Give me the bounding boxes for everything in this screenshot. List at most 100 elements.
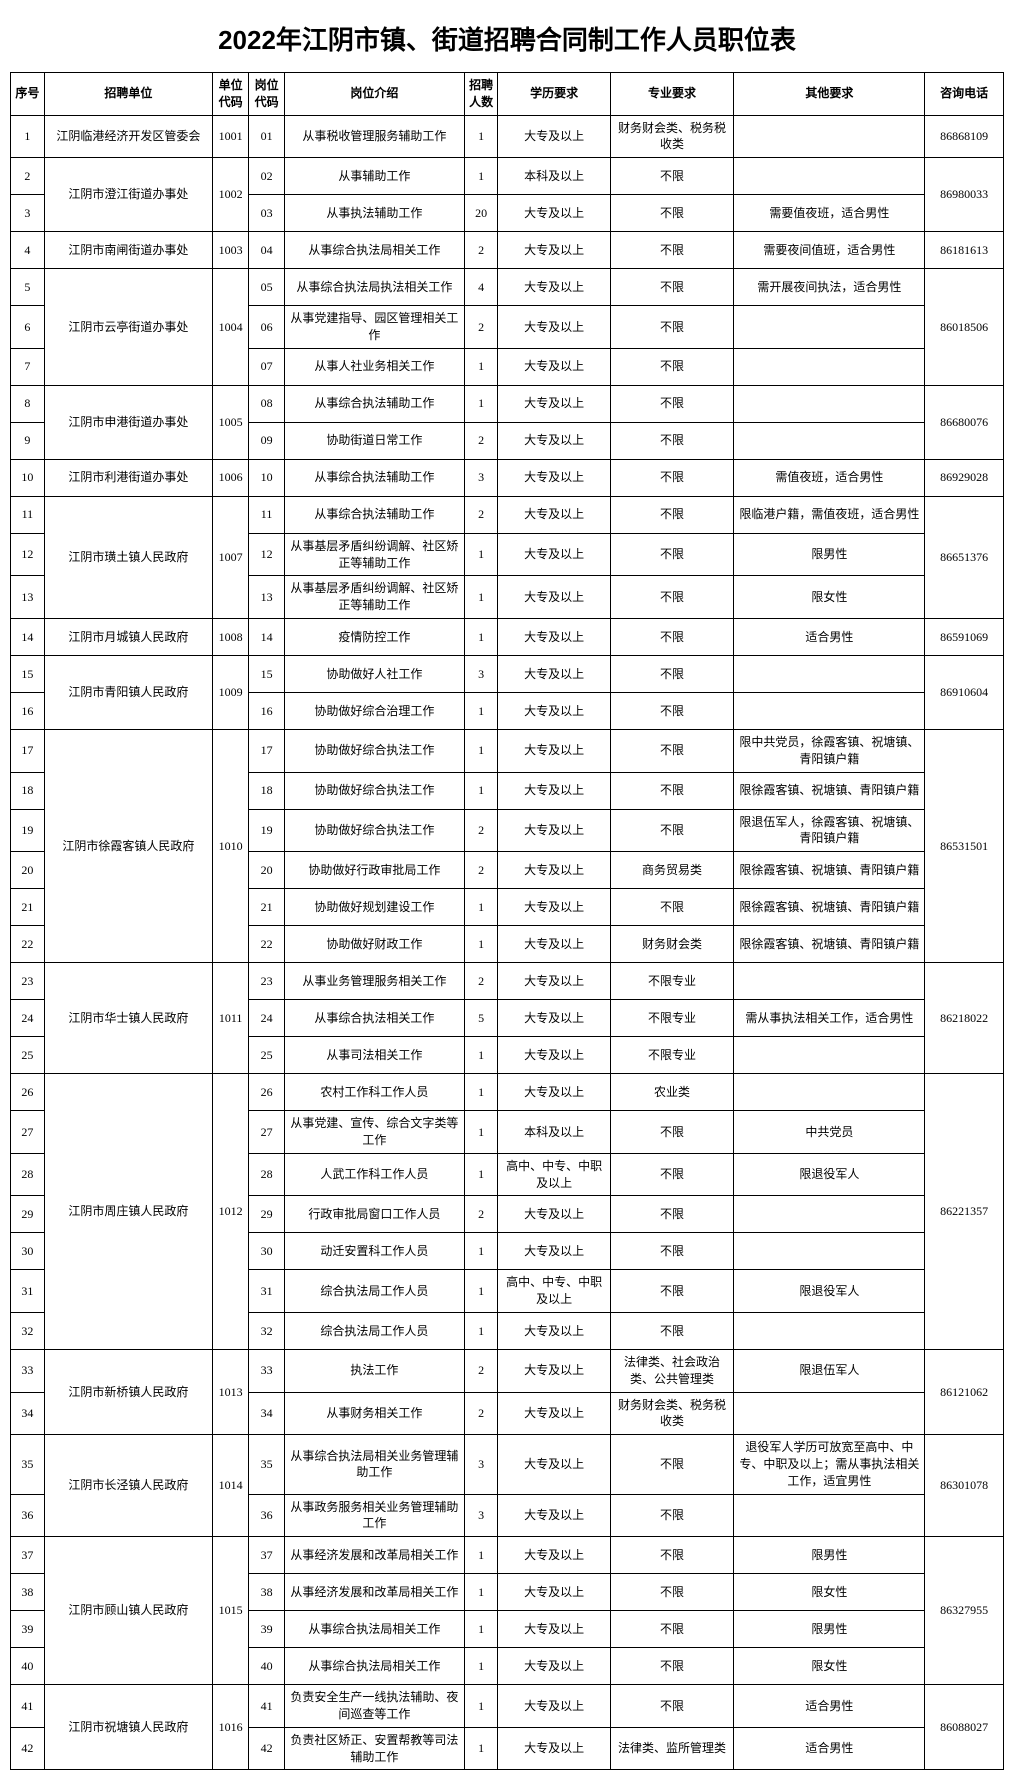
cell-other: 需值夜班，适合男性 xyxy=(734,459,925,496)
cell-seq: 39 xyxy=(11,1611,45,1648)
cell-other: 限徐霞客镇、祝塘镇、青阳镇户籍 xyxy=(734,852,925,889)
cell-other: 限退伍军人，徐霞客镇、祝塘镇、青阳镇户籍 xyxy=(734,809,925,852)
cell-desc: 从事基层矛盾纠纷调解、社区矫正等辅助工作 xyxy=(285,576,465,619)
cell-num: 2 xyxy=(464,1392,498,1435)
cell-major: 不限 xyxy=(610,1153,734,1196)
cell-pos-code: 39 xyxy=(249,1611,285,1648)
cell-other xyxy=(734,115,925,158)
cell-desc: 从事业务管理服务相关工作 xyxy=(285,963,465,1000)
cell-num: 1 xyxy=(464,1074,498,1111)
cell-edu: 大专及以上 xyxy=(498,385,610,422)
cell-pos-code: 35 xyxy=(249,1435,285,1494)
cell-pos-code: 30 xyxy=(249,1233,285,1270)
cell-pos-code: 34 xyxy=(249,1392,285,1435)
cell-unit-code: 1011 xyxy=(213,963,249,1074)
cell-unit: 江阴市祝塘镇人民政府 xyxy=(44,1685,212,1770)
col-unit-code: 单位代码 xyxy=(213,73,249,116)
cell-other xyxy=(734,1196,925,1233)
table-row: 26江阴市周庄镇人民政府101226农村工作科工作人员1大专及以上农业类8622… xyxy=(11,1074,1004,1111)
cell-desc: 从事综合执法相关工作 xyxy=(285,1000,465,1037)
cell-num: 1 xyxy=(464,618,498,655)
cell-num: 1 xyxy=(464,158,498,195)
cell-edu: 大专及以上 xyxy=(498,692,610,729)
col-edu: 学历要求 xyxy=(498,73,610,116)
cell-unit: 江阴市月城镇人民政府 xyxy=(44,618,212,655)
cell-seq: 3 xyxy=(11,195,45,232)
cell-num: 2 xyxy=(464,1196,498,1233)
cell-desc: 从事基层矛盾纠纷调解、社区矫正等辅助工作 xyxy=(285,533,465,576)
cell-seq: 25 xyxy=(11,1037,45,1074)
cell-other xyxy=(734,348,925,385)
cell-other: 适合男性 xyxy=(734,618,925,655)
cell-pos-code: 16 xyxy=(249,692,285,729)
cell-num: 1 xyxy=(464,533,498,576)
cell-seq: 32 xyxy=(11,1312,45,1349)
cell-unit-code: 1015 xyxy=(213,1537,249,1685)
cell-pos-code: 03 xyxy=(249,195,285,232)
cell-major: 不限 xyxy=(610,692,734,729)
table-row: 15江阴市青阳镇人民政府100915协助做好人社工作3大专及以上不限869106… xyxy=(11,655,1004,692)
cell-other: 需从事执法相关工作，适合男性 xyxy=(734,1000,925,1037)
table-row: 4江阴市南闸街道办事处100304从事综合执法局相关工作2大专及以上不限需要夜间… xyxy=(11,232,1004,269)
cell-unit: 江阴市徐霞客镇人民政府 xyxy=(44,729,212,962)
cell-pos-code: 06 xyxy=(249,306,285,349)
cell-seq: 41 xyxy=(11,1685,45,1728)
cell-seq: 29 xyxy=(11,1196,45,1233)
cell-edu: 本科及以上 xyxy=(498,1111,610,1154)
cell-phone: 86910604 xyxy=(925,655,1004,729)
cell-edu: 大专及以上 xyxy=(498,232,610,269)
table-row: 37江阴市顾山镇人民政府101537从事经济发展和改革局相关工作1大专及以上不限… xyxy=(11,1537,1004,1574)
cell-pos-code: 32 xyxy=(249,1312,285,1349)
cell-edu: 大专及以上 xyxy=(498,1494,610,1537)
cell-pos-code: 18 xyxy=(249,772,285,809)
cell-other: 限中共党员，徐霞客镇、祝塘镇、青阳镇户籍 xyxy=(734,729,925,772)
cell-desc: 从事经济发展和改革局相关工作 xyxy=(285,1537,465,1574)
cell-pos-code: 11 xyxy=(249,496,285,533)
cell-other: 限女性 xyxy=(734,1574,925,1611)
cell-seq: 5 xyxy=(11,269,45,306)
cell-pos-code: 02 xyxy=(249,158,285,195)
cell-seq: 20 xyxy=(11,852,45,889)
cell-unit-code: 1014 xyxy=(213,1435,249,1537)
cell-edu: 大专及以上 xyxy=(498,306,610,349)
cell-other: 适合男性 xyxy=(734,1685,925,1728)
cell-other: 限退役军人 xyxy=(734,1153,925,1196)
cell-other: 中共党员 xyxy=(734,1111,925,1154)
cell-seq: 35 xyxy=(11,1435,45,1494)
cell-desc: 人武工作科工作人员 xyxy=(285,1153,465,1196)
cell-desc: 协助做好人社工作 xyxy=(285,655,465,692)
table-row: 10江阴市利港街道办事处100610从事综合执法辅助工作3大专及以上不限需值夜班… xyxy=(11,459,1004,496)
cell-pos-code: 27 xyxy=(249,1111,285,1154)
cell-major: 不限 xyxy=(610,1537,734,1574)
cell-edu: 大专及以上 xyxy=(498,269,610,306)
cell-desc: 从事财务相关工作 xyxy=(285,1392,465,1435)
cell-other: 退役军人学历可放宽至高中、中专、中职及以上；需从事执法相关工作，适宜男性 xyxy=(734,1435,925,1494)
cell-num: 1 xyxy=(464,1727,498,1770)
cell-phone: 86327955 xyxy=(925,1537,1004,1685)
col-unit: 招聘单位 xyxy=(44,73,212,116)
cell-num: 1 xyxy=(464,772,498,809)
cell-num: 1 xyxy=(464,1270,498,1313)
cell-desc: 从事综合执法辅助工作 xyxy=(285,459,465,496)
table-row: 8江阴市申港街道办事处100508从事综合执法辅助工作1大专及以上不限86680… xyxy=(11,385,1004,422)
cell-major: 不限 xyxy=(610,422,734,459)
cell-desc: 从事综合执法局执法相关工作 xyxy=(285,269,465,306)
cell-other: 需开展夜间执法，适合男性 xyxy=(734,269,925,306)
cell-pos-code: 07 xyxy=(249,348,285,385)
cell-seq: 14 xyxy=(11,618,45,655)
cell-desc: 疫情防控工作 xyxy=(285,618,465,655)
cell-edu: 大专及以上 xyxy=(498,655,610,692)
cell-pos-code: 29 xyxy=(249,1196,285,1233)
cell-pos-code: 40 xyxy=(249,1648,285,1685)
cell-seq: 4 xyxy=(11,232,45,269)
cell-pos-code: 09 xyxy=(249,422,285,459)
col-major: 专业要求 xyxy=(610,73,734,116)
cell-unit: 江阴市申港街道办事处 xyxy=(44,385,212,459)
cell-major: 不限 xyxy=(610,1270,734,1313)
cell-num: 1 xyxy=(464,576,498,619)
cell-edu: 大专及以上 xyxy=(498,1000,610,1037)
cell-seq: 28 xyxy=(11,1153,45,1196)
cell-desc: 执法工作 xyxy=(285,1349,465,1392)
cell-phone: 86868109 xyxy=(925,115,1004,158)
cell-seq: 34 xyxy=(11,1392,45,1435)
